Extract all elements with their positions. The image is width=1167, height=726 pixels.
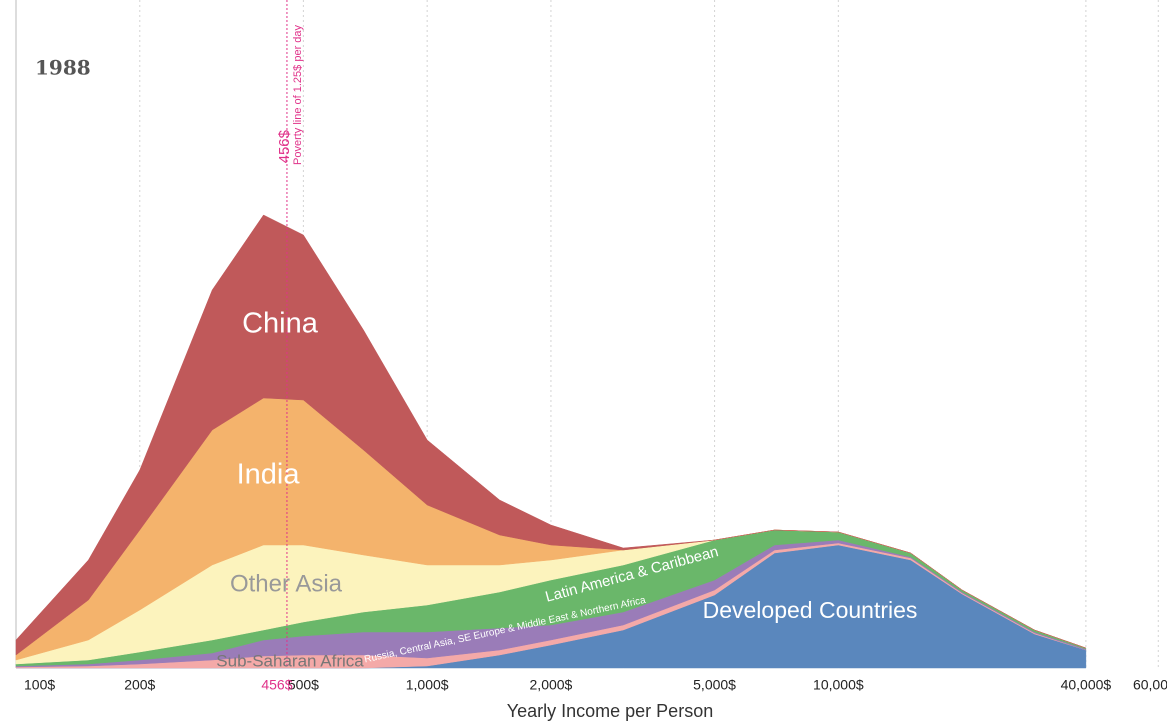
poverty-text: Poverty line of 1.25$ per day	[292, 24, 304, 165]
x-tick-label: 40,000$	[1061, 677, 1112, 693]
series-label: China	[242, 308, 319, 340]
x-tick-label: 500$	[288, 677, 319, 693]
x-tick-label: 5,000$	[693, 677, 736, 693]
chart-title: 1988	[35, 56, 91, 80]
x-tick-label: 1,000$	[406, 677, 449, 693]
poverty-value: 456$	[276, 129, 293, 163]
areas	[15, 0, 1159, 669]
x-tick-label: 10,000$	[813, 677, 864, 693]
x-tick-label: 200$	[124, 677, 155, 693]
x-tick-label: 100$	[24, 677, 55, 693]
x-tick-label: 2,000$	[530, 677, 573, 693]
series-label: Sub-Saharan Africa	[216, 651, 364, 670]
x-axis-label: Yearly Income per Person	[507, 701, 713, 721]
x-tick-label: 60,000$	[1133, 677, 1167, 693]
area	[15, 214, 1086, 656]
series-label: Developed Countries	[703, 597, 918, 623]
poverty-tick-label: 456$	[261, 677, 292, 693]
series-label: Other Asia	[230, 570, 343, 597]
series-label: India	[237, 459, 301, 491]
